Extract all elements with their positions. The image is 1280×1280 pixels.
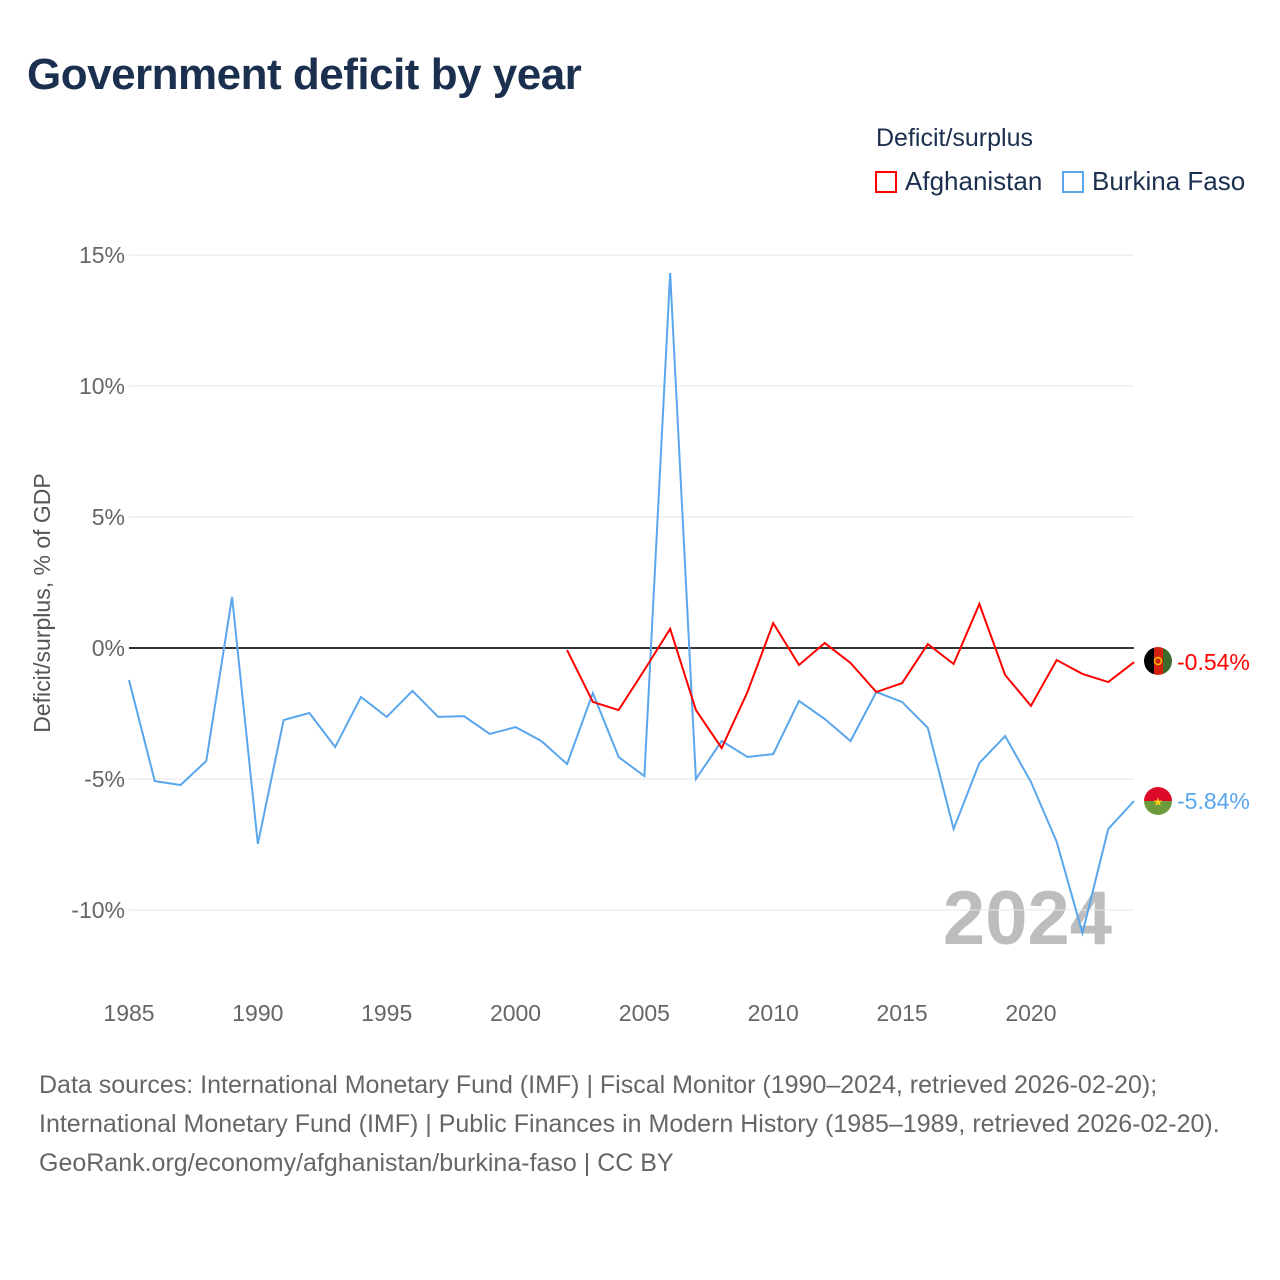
- legend-label: Afghanistan: [905, 166, 1043, 196]
- data-sources: Data sources: International Monetary Fun…: [39, 1071, 1220, 1138]
- series-line-burkina-faso[interactable]: [128, 273, 1135, 937]
- x-tick-label: 2020: [1005, 1000, 1056, 1026]
- legend-item-afghanistan[interactable]: Afghanistan: [875, 166, 1042, 197]
- legend-label: Burkina Faso: [1092, 166, 1246, 196]
- x-tick-label: 2015: [876, 1000, 927, 1026]
- x-tick-label: 1985: [103, 1000, 154, 1026]
- line-chart: 2024 15% 10% 5% 0% -5% -10% 1985 1990 1995 2000 20…: [29, 242, 1250, 1026]
- y-tick-label: 5%: [92, 504, 125, 530]
- end-value-label: -5.84%: [1177, 788, 1250, 814]
- burkina-faso-flag-icon: ★: [1144, 787, 1172, 815]
- afghanistan-flag-icon: [1144, 647, 1172, 675]
- end-value-label: -0.54%: [1177, 649, 1250, 675]
- y-tick-label: -10%: [71, 897, 125, 923]
- legend-item-burkina-faso[interactable]: Burkina Faso: [1062, 166, 1245, 197]
- x-tick-label: 2005: [619, 1000, 670, 1026]
- svg-text:★: ★: [1153, 795, 1164, 809]
- y-tick-label: 0%: [92, 635, 125, 661]
- page-title: Government deficit by year: [27, 50, 582, 99]
- x-tick-label: 1990: [232, 1000, 283, 1026]
- credit-link[interactable]: GeoRank.org/economy/afghanistan/burkina-…: [39, 1149, 674, 1177]
- legend-swatch: [1062, 170, 1084, 193]
- y-tick-label: 10%: [79, 373, 125, 399]
- series-line-afghanistan[interactable]: [566, 601, 1135, 751]
- year-watermark: 2024: [943, 876, 1112, 961]
- legend-title: Deficit/surplus: [876, 124, 1033, 152]
- footer: Data sources: International Monetary Fun…: [39, 1066, 1239, 1183]
- x-tick-label: 1995: [361, 1000, 412, 1026]
- y-tick-label: 15%: [79, 242, 125, 268]
- x-tick-label: 2010: [748, 1000, 799, 1026]
- x-tick-label: 2000: [490, 1000, 541, 1026]
- y-tick-label: -5%: [84, 766, 125, 792]
- legend-swatch: [875, 170, 897, 193]
- y-axis-label: Deficit/surplus, % of GDP: [29, 473, 55, 732]
